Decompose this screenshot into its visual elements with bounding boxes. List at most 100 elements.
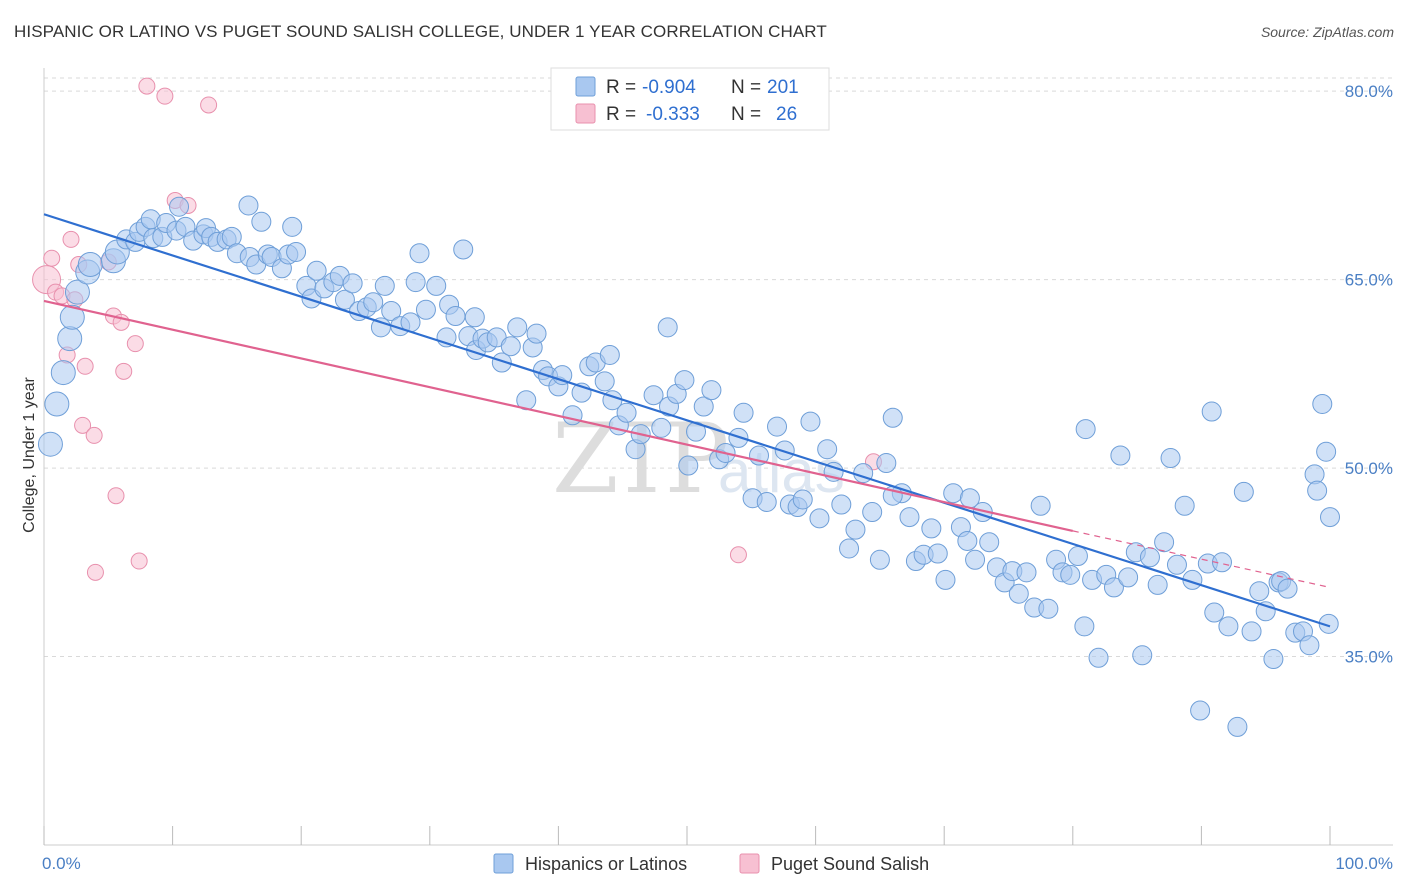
legend-r-label-pink: R = <box>606 104 636 125</box>
bottom-legend-swatch-hispanic <box>493 853 514 874</box>
hispanic-point <box>491 352 512 373</box>
hispanic-point <box>943 483 964 504</box>
hispanic-point <box>979 532 1000 553</box>
y-tick-label-2: 65.0% <box>1345 271 1393 290</box>
hispanic-point <box>381 301 402 322</box>
hispanic-point <box>616 402 637 423</box>
legend-swatch-blue <box>575 76 596 97</box>
y-tick-labels: 35.0% 50.0% 65.0% 80.0% <box>1345 82 1393 666</box>
bottom-legend-label-hispanic: Hispanics or Latinos <box>525 854 687 874</box>
hispanic-point <box>1075 419 1096 440</box>
salish-point <box>729 546 747 564</box>
hispanic-point <box>37 431 63 457</box>
salish-point <box>115 362 133 380</box>
hispanic-point <box>1190 700 1211 721</box>
hispanic-point <box>651 417 672 438</box>
hispanic-point <box>306 260 327 281</box>
hispanic-point <box>1233 481 1254 502</box>
x-tick-label-min: 0.0% <box>42 854 81 873</box>
hispanic-point <box>1160 448 1181 469</box>
hispanic-point <box>693 396 714 417</box>
hispanic-point <box>409 243 430 264</box>
hispanic-point <box>921 518 942 539</box>
hispanic-point <box>415 299 436 320</box>
hispanic-point <box>774 440 795 461</box>
hispanic-point <box>238 195 259 216</box>
hispanic-point <box>59 304 85 330</box>
hispanic-point <box>44 391 70 417</box>
legend-n-label-pink: N = <box>731 104 761 125</box>
hispanic-point <box>464 307 485 328</box>
hispanic-point <box>1118 567 1139 588</box>
legend-swatch-pink <box>575 103 596 124</box>
axes <box>43 68 1393 846</box>
hispanic-point <box>959 488 980 509</box>
hispanic-point <box>169 196 190 217</box>
hispanic-point <box>334 289 355 310</box>
salish-point <box>107 487 125 505</box>
hispanic-points <box>37 195 1340 737</box>
hispanic-point <box>767 416 788 437</box>
hispanic-point <box>957 530 978 551</box>
x-tick-label-max: 100.0% <box>1335 854 1393 873</box>
hispanic-point <box>342 273 363 294</box>
hispanic-point <box>1201 401 1222 422</box>
y-tick-label-3: 80.0% <box>1345 82 1393 101</box>
hispanic-point <box>1277 578 1298 599</box>
y-axis-label: College, Under 1 year <box>21 377 38 533</box>
legend-n-value-pink: 26 <box>776 104 797 125</box>
salish-trend-line <box>43 299 1074 532</box>
legend-r-value-blue: -0.904 <box>642 77 696 98</box>
hispanic-point <box>1304 464 1325 485</box>
hispanic-point <box>869 549 890 570</box>
watermark: ZIP atlas <box>552 403 845 515</box>
hispanic-point <box>899 507 920 528</box>
hispanic-point <box>594 371 615 392</box>
hispanic-point <box>57 326 83 352</box>
hispanic-point <box>733 402 754 423</box>
hispanic-point <box>678 455 699 476</box>
chart-source: Source: ZipAtlas.com <box>1260 24 1394 40</box>
salish-point <box>62 230 80 248</box>
legend-n-label-blue: N = <box>731 77 761 98</box>
hispanic-point <box>882 407 903 428</box>
legend-n-value-blue: 201 <box>767 77 799 98</box>
hispanic-point <box>599 344 620 365</box>
hispanic-point <box>1038 598 1059 619</box>
salish-point <box>138 77 156 95</box>
hispanic-point <box>374 275 395 296</box>
hispanic-point <box>1110 445 1131 466</box>
hispanic-point <box>1016 562 1037 583</box>
series-legend: Hispanics or Latinos Puget Sound Salish <box>493 853 929 874</box>
hispanic-point <box>1218 616 1239 637</box>
hispanic-point <box>800 411 821 432</box>
hispanic-point <box>500 336 521 357</box>
bottom-legend-swatch-salish <box>739 853 760 874</box>
salish-point <box>43 249 61 267</box>
salish-point <box>76 357 94 375</box>
bottom-legend-label-salish: Puget Sound Salish <box>771 854 929 874</box>
hispanic-point <box>1008 583 1029 604</box>
hispanic-point <box>643 385 664 406</box>
y-tick-label-0: 35.0% <box>1345 648 1393 667</box>
hispanic-point <box>1211 552 1232 573</box>
hispanic-point <box>1227 716 1248 737</box>
salish-point <box>85 426 103 444</box>
hispanic-point <box>282 216 303 237</box>
hispanic-point <box>935 569 956 590</box>
hispanic-point <box>526 323 547 344</box>
hispanic-point <box>792 489 813 510</box>
y-tick-label-1: 50.0% <box>1345 459 1393 478</box>
hispanic-point <box>286 241 307 262</box>
hispanic-point <box>839 538 860 559</box>
hispanic-point <box>1249 581 1270 602</box>
hispanic-point <box>562 405 583 426</box>
hispanic-point <box>1166 554 1187 575</box>
hispanic-point <box>1060 564 1081 585</box>
hispanic-point <box>1241 621 1262 642</box>
hispanic-point <box>927 543 948 564</box>
hispanic-point <box>1307 480 1328 501</box>
salish-point <box>200 96 218 114</box>
hispanic-point <box>77 252 103 278</box>
chart-title: HISPANIC OR LATINO VS PUGET SOUND SALISH… <box>14 22 827 41</box>
